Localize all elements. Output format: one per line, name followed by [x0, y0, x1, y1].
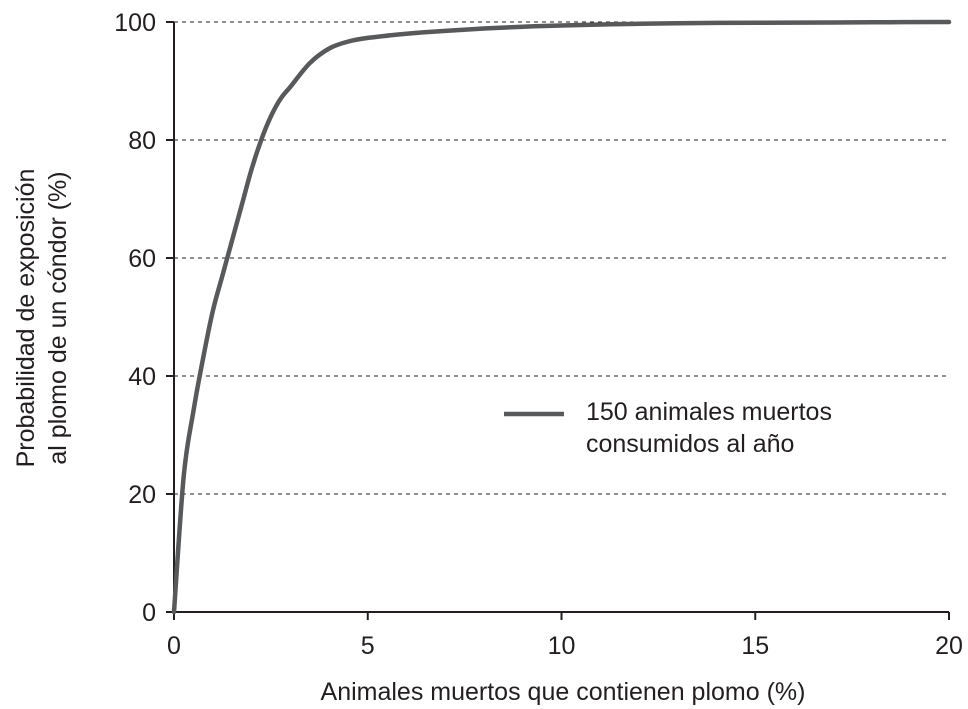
- x-tick-label-20: 20: [935, 632, 963, 660]
- x-ticks: 0 5 10 15 20: [167, 612, 963, 660]
- legend-label-line-2: consumidos al año: [586, 430, 794, 458]
- y-tick-label-0: 0: [142, 599, 156, 627]
- x-tick-label-0: 0: [167, 632, 181, 660]
- y-tick-label-60: 60: [128, 245, 156, 273]
- series-line: [171, 19, 952, 615]
- x-tick-label-15: 15: [741, 632, 769, 660]
- axes: [173, 22, 949, 613]
- y-tick-label-40: 40: [128, 363, 156, 391]
- y-tick-label-100: 100: [114, 9, 156, 37]
- x-tick-label-5: 5: [361, 632, 375, 660]
- gridlines: [174, 21, 949, 495]
- x-tick-label-10: 10: [548, 632, 576, 660]
- y-tick-label-80: 80: [128, 127, 156, 155]
- legend-label-line-1: 150 animales muertos: [586, 398, 832, 426]
- y-ticks: 0 20 40 60 80 100: [114, 9, 174, 627]
- legend: 150 animales muertos consumidos al año: [504, 398, 832, 458]
- y-axis-title: Probabilidad de exposición al plomo de u…: [12, 169, 72, 468]
- y-axis-title-line-1: Probabilidad de exposición: [12, 169, 40, 468]
- x-axis-title: Animales muertos que contienen plomo (%): [321, 678, 806, 706]
- y-axis-title-line-2: al plomo de un cóndor (%): [44, 171, 72, 464]
- y-tick-label-20: 20: [128, 481, 156, 509]
